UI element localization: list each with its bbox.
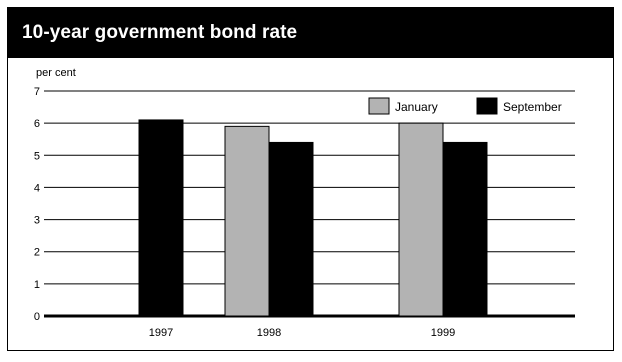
x-tick-label: 1999	[431, 327, 455, 339]
y-axis-ticks: 0 1 2 3 4 5 6 7	[34, 86, 40, 323]
y-tick-label: 3	[34, 215, 40, 227]
y-tick-label: 2	[34, 247, 40, 259]
bar-september-1999	[442, 141, 488, 317]
x-axis-ticks: 1997 1998 1999	[149, 327, 455, 339]
y-tick-label: 1	[34, 279, 40, 291]
chart-header: 10-year government bond rate	[8, 8, 613, 58]
y-tick-label: 4	[34, 182, 40, 194]
bars	[138, 119, 488, 317]
x-tick-label: 1997	[149, 327, 173, 339]
y-tick-label: 5	[34, 150, 40, 162]
y-tick-label: 7	[34, 86, 40, 98]
x-tick-label: 1998	[257, 327, 281, 339]
bar-january-1999	[398, 122, 444, 317]
chart-title: 10-year government bond rate	[22, 22, 298, 43]
legend: January September	[368, 97, 562, 115]
bar-september-1998	[268, 141, 314, 317]
bar-january-1998	[224, 125, 270, 317]
legend-label-september: September	[503, 100, 562, 114]
y-tick-label: 0	[34, 311, 40, 323]
y-tick-label: 6	[34, 118, 40, 130]
legend-swatch-september	[476, 97, 498, 115]
legend-swatch-january	[368, 97, 390, 115]
y-axis-label: per cent	[36, 67, 76, 79]
bar-september-1997	[138, 119, 184, 317]
legend-label-january: January	[395, 100, 438, 114]
